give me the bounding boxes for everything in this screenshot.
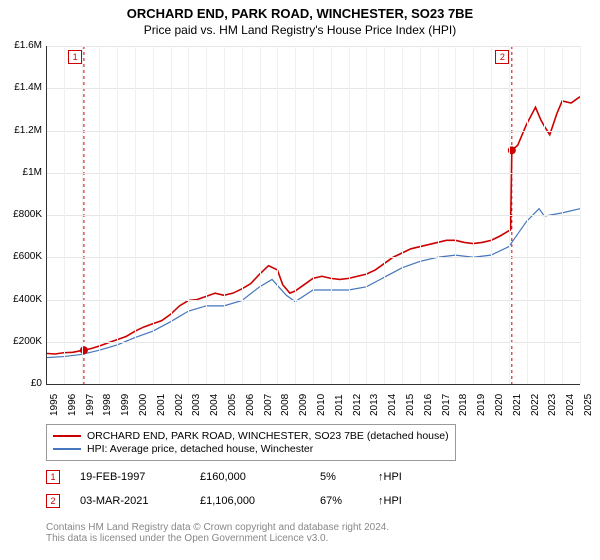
- x-axis-tick-label: 1995: [49, 394, 60, 416]
- y-axis-tick-label: £800K: [2, 209, 42, 220]
- x-axis-tick-label: 2024: [565, 394, 576, 416]
- transaction-vs-label: HPI: [384, 495, 402, 507]
- x-axis-tick-label: 2019: [476, 394, 487, 416]
- gridline-vertical: [366, 46, 367, 384]
- gridline-vertical: [349, 46, 350, 384]
- gridline-vertical: [509, 46, 510, 384]
- gridline-vertical: [117, 46, 118, 384]
- gridline-vertical: [562, 46, 563, 384]
- gridline-vertical: [224, 46, 225, 384]
- x-axis-tick-label: 2018: [458, 394, 469, 416]
- x-axis-tick-label: 2012: [352, 394, 363, 416]
- x-axis-tick-label: 1997: [85, 394, 96, 416]
- x-axis-tick-label: 2002: [174, 394, 185, 416]
- gridline-vertical: [527, 46, 528, 384]
- gridline-vertical: [331, 46, 332, 384]
- gridline-vertical: [277, 46, 278, 384]
- y-axis-tick-label: £200K: [2, 336, 42, 347]
- legend-box: ORCHARD END, PARK ROAD, WINCHESTER, SO23…: [46, 424, 456, 461]
- legend-label: ORCHARD END, PARK ROAD, WINCHESTER, SO23…: [87, 430, 449, 442]
- transaction-id-box: 2: [46, 494, 60, 508]
- y-axis-tick-label: £400K: [2, 294, 42, 305]
- gridline-vertical: [473, 46, 474, 384]
- transaction-row: 119-FEB-1997£160,0005%↑ HPI: [46, 470, 402, 484]
- transaction-date: 03-MAR-2021: [80, 495, 200, 507]
- x-axis-tick-label: 2000: [138, 394, 149, 416]
- gridline-vertical: [420, 46, 421, 384]
- gridline-vertical: [260, 46, 261, 384]
- transaction-vs-label: HPI: [384, 471, 402, 483]
- x-axis-tick-label: 2023: [547, 394, 558, 416]
- x-axis-tick-label: 2003: [191, 394, 202, 416]
- transaction-pct: 67%: [320, 495, 378, 507]
- x-axis-tick-label: 1999: [120, 394, 131, 416]
- y-axis-tick-label: £0: [2, 378, 42, 389]
- gridline-vertical: [171, 46, 172, 384]
- y-axis-tick-label: £600K: [2, 251, 42, 262]
- legend-label: HPI: Average price, detached house, Winc…: [87, 443, 313, 455]
- gridline-vertical: [313, 46, 314, 384]
- footer-line-2: This data is licensed under the Open Gov…: [46, 533, 389, 544]
- x-axis-tick-label: 2011: [334, 394, 345, 416]
- x-axis-tick-label: 2020: [494, 394, 505, 416]
- transaction-id-box: 1: [46, 470, 60, 484]
- footer-line-1: Contains HM Land Registry data © Crown c…: [46, 522, 389, 533]
- y-axis-line: [46, 46, 47, 384]
- y-axis-tick-label: £1.6M: [2, 40, 42, 51]
- transaction-pct: 5%: [320, 471, 378, 483]
- x-axis-tick-label: 2001: [156, 394, 167, 416]
- gridline-vertical: [438, 46, 439, 384]
- gridline-vertical: [82, 46, 83, 384]
- x-axis-tick-label: 2005: [227, 394, 238, 416]
- x-axis-tick-label: 2010: [316, 394, 327, 416]
- gridline-vertical: [242, 46, 243, 384]
- gridline-vertical: [188, 46, 189, 384]
- x-axis-tick-label: 2017: [441, 394, 452, 416]
- x-axis-tick-label: 1998: [102, 394, 113, 416]
- gridline-vertical: [64, 46, 65, 384]
- gridline-vertical: [491, 46, 492, 384]
- legend-row: ORCHARD END, PARK ROAD, WINCHESTER, SO23…: [53, 430, 449, 442]
- transaction-row: 203-MAR-2021£1,106,00067%↑ HPI: [46, 494, 402, 508]
- gridline-vertical: [99, 46, 100, 384]
- gridline-vertical: [384, 46, 385, 384]
- x-axis-tick-label: 2022: [530, 394, 541, 416]
- x-axis-tick-label: 2015: [405, 394, 416, 416]
- y-axis-tick-label: £1M: [2, 167, 42, 178]
- gridline-vertical: [402, 46, 403, 384]
- x-axis-tick-label: 2009: [298, 394, 309, 416]
- marker-label-box: 2: [495, 50, 509, 64]
- gridline-vertical: [295, 46, 296, 384]
- gridline-vertical: [544, 46, 545, 384]
- gridline-vertical: [206, 46, 207, 384]
- transaction-date: 19-FEB-1997: [80, 471, 200, 483]
- legend-swatch: [53, 435, 81, 437]
- x-axis-tick-label: 2007: [263, 394, 274, 416]
- x-axis-line: [46, 384, 580, 385]
- x-axis-tick-label: 2004: [209, 394, 220, 416]
- transaction-price: £1,106,000: [200, 495, 320, 507]
- legend-swatch: [53, 448, 81, 450]
- legend-row: HPI: Average price, detached house, Winc…: [53, 443, 449, 455]
- x-axis-tick-label: 2014: [387, 394, 398, 416]
- y-axis-tick-label: £1.2M: [2, 125, 42, 136]
- y-axis-tick-label: £1.4M: [2, 82, 42, 93]
- marker-label-box: 1: [68, 50, 82, 64]
- x-axis-tick-label: 1996: [67, 394, 78, 416]
- gridline-vertical: [580, 46, 581, 384]
- x-axis-tick-label: 2008: [280, 394, 291, 416]
- x-axis-tick-label: 2025: [583, 394, 594, 416]
- x-axis-tick-label: 2006: [245, 394, 256, 416]
- transaction-price: £160,000: [200, 471, 320, 483]
- gridline-vertical: [135, 46, 136, 384]
- x-axis-tick-label: 2021: [512, 394, 523, 416]
- x-axis-tick-label: 2016: [423, 394, 434, 416]
- footer-attribution: Contains HM Land Registry data © Crown c…: [46, 522, 389, 544]
- x-axis-tick-label: 2013: [369, 394, 380, 416]
- chart-container: ORCHARD END, PARK ROAD, WINCHESTER, SO23…: [0, 0, 600, 560]
- gridline-vertical: [455, 46, 456, 384]
- gridline-vertical: [153, 46, 154, 384]
